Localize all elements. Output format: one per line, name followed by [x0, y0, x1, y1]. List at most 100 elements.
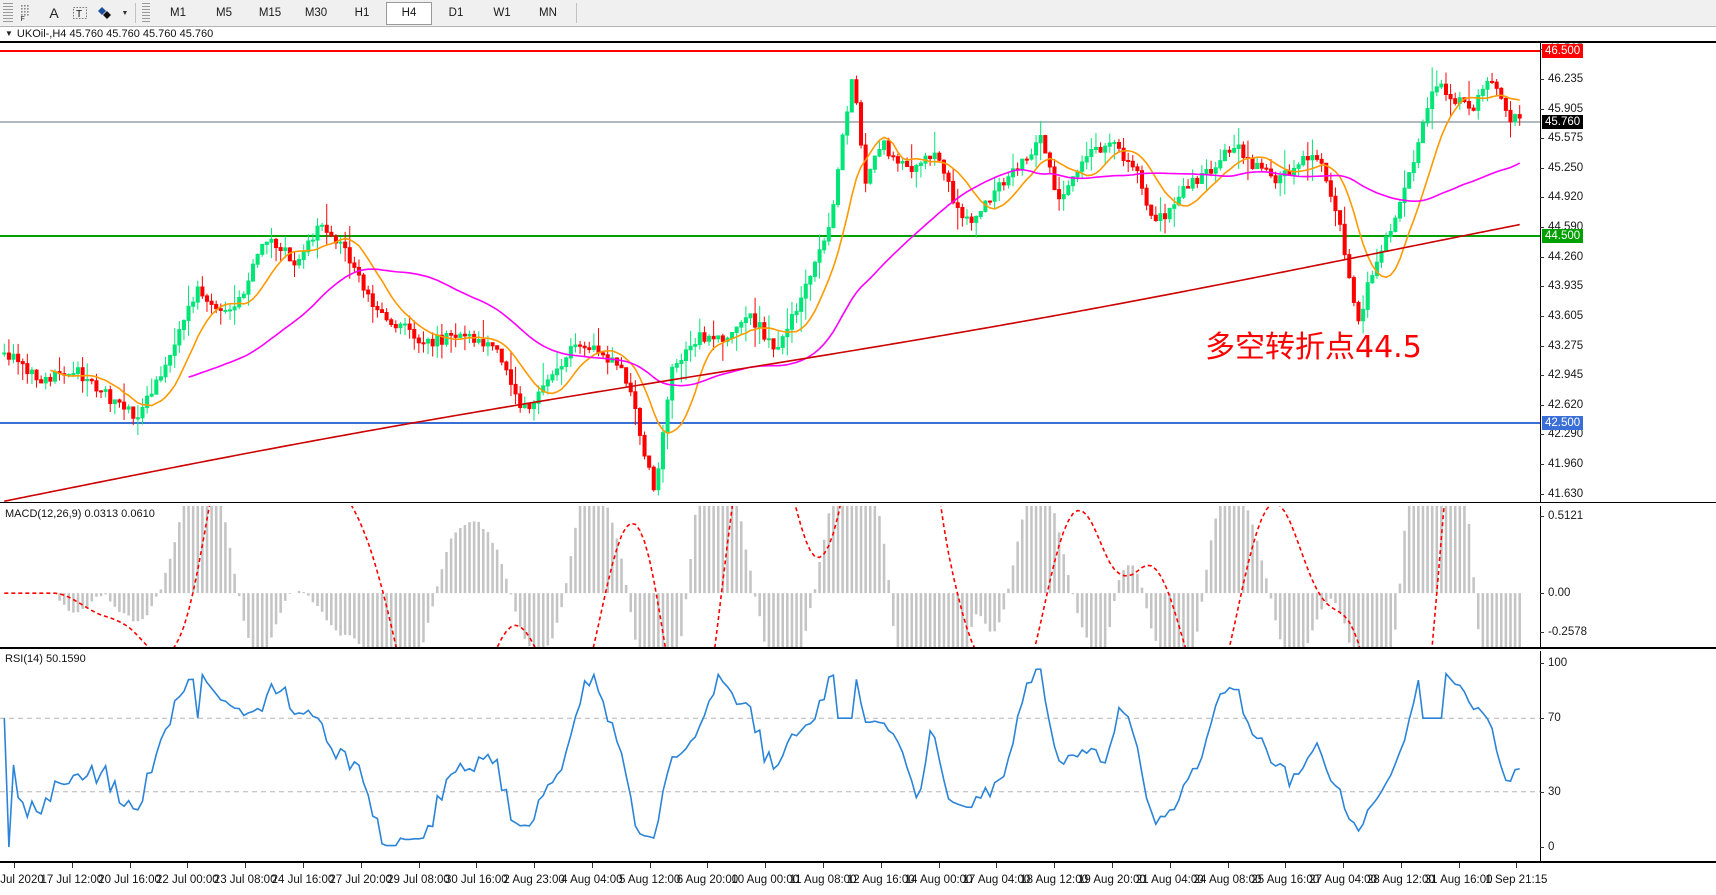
- time-tick: [14, 863, 15, 868]
- macd-tick: [1540, 632, 1544, 633]
- time-tick: [880, 863, 882, 868]
- price-tick: [1540, 197, 1544, 199]
- time-tick: [245, 863, 247, 868]
- timeframe-h1[interactable]: H1: [354, 7, 370, 19]
- panel-divider-1b: [0, 503, 1716, 504]
- chart-annotation-text[interactable]: 多空转折点44.5: [1205, 330, 1422, 365]
- rsi-tick: [1540, 791, 1544, 793]
- rsi-tick-label: 100: [1548, 657, 1568, 669]
- price-axis: 46.56546.23545.90545.57545.25044.92044.5…: [1540, 43, 1716, 502]
- timeframe-m30[interactable]: M30: [304, 7, 328, 19]
- timeframe-toolbar-drag-handle[interactable]: [142, 3, 150, 23]
- macd-tick: [1540, 593, 1544, 595]
- price-level-tag: 45.760: [1542, 115, 1584, 129]
- timeframe-m1[interactable]: M1: [170, 7, 186, 19]
- price-tick: [1540, 434, 1544, 436]
- time-tick: [1054, 863, 1056, 868]
- price-panel[interactable]: 46.56546.23545.90545.57545.25044.92044.5…: [0, 43, 1716, 502]
- time-tick-label: 24 Jul 16:00: [271, 874, 335, 886]
- price-tick-label: 43.605: [1548, 309, 1584, 322]
- symbol-bar: ▼ UKOil-,H4 45.760 45.760 45.760 45.760: [0, 27, 1716, 41]
- time-tick-label: 24 Aug 08:00: [1193, 874, 1262, 886]
- toolbar-separator: [135, 3, 136, 23]
- rsi-tick: [1540, 718, 1544, 720]
- time-tick-label: 18 Aug 12:00: [1020, 874, 1089, 886]
- timeframe-mn[interactable]: MN: [539, 7, 557, 19]
- rsi-axis-line: [1540, 651, 1541, 863]
- time-tick: [1111, 863, 1113, 868]
- timeframe-m15[interactable]: M15: [258, 7, 282, 19]
- macd-panel[interactable]: MACD(12,26,9) 0.0313 0.0610 0.5121 0.00 -0…: [0, 506, 1716, 647]
- price-level-tag: 42.500: [1542, 416, 1584, 430]
- time-tick-label: 16 Jul 2020: [0, 874, 44, 886]
- svg-text:T: T: [76, 9, 82, 20]
- rsi-panel[interactable]: RSI(14) 50.1590 100 70 30 0: [0, 651, 1716, 863]
- crosshair-f-icon[interactable]: F: [15, 2, 41, 24]
- svg-text:F: F: [21, 16, 25, 22]
- time-tick: [707, 863, 709, 868]
- symbol-ohlc-label: UKOil-,H4 45.760 45.760 45.760 45.760: [16, 28, 214, 40]
- macd-axis: 0.5121 0.00 -0.2578: [1540, 506, 1716, 647]
- text-box-icon[interactable]: T: [67, 2, 93, 24]
- toolbar-drag-handle[interactable]: [3, 3, 13, 23]
- time-tick-label: 27 Aug 04:00: [1309, 874, 1377, 886]
- time-tick-label: 4 Aug 04:00: [561, 874, 623, 886]
- chevron-down-icon[interactable]: ▼: [5, 29, 13, 38]
- time-tick: [765, 863, 767, 868]
- price-tick-label: 46.235: [1548, 72, 1584, 85]
- rsi-plot[interactable]: [0, 651, 1540, 863]
- price-tick: [1540, 108, 1544, 110]
- rsi-tick-label: 0: [1548, 841, 1555, 853]
- price-tick: [1540, 167, 1544, 169]
- time-tick-label: 17 Jul 12:00: [40, 874, 104, 886]
- time-tick: [1458, 863, 1460, 868]
- macd-plot[interactable]: [0, 506, 1540, 647]
- price-tick-label: 42.290: [1548, 428, 1584, 441]
- timeframe-d1[interactable]: D1: [448, 7, 464, 19]
- time-tick-label: 30 Jul 16:00: [444, 874, 508, 886]
- rsi-tick-label: 30: [1548, 785, 1561, 798]
- macd-tick-label: 0.00: [1548, 587, 1571, 600]
- time-tick-label: 23 Jul 08:00: [213, 874, 277, 886]
- price-tick: [1540, 315, 1544, 317]
- price-tick-label: 42.945: [1548, 369, 1584, 382]
- time-tick: [1169, 863, 1171, 868]
- macd-tick-label: -0.2578: [1548, 626, 1588, 638]
- price-tick: [1540, 494, 1544, 495]
- price-plot[interactable]: [0, 43, 1540, 502]
- time-tick-label: 14 Aug 00:00: [904, 874, 973, 886]
- time-tick: [534, 863, 536, 868]
- time-tick-label: 17 Aug 04:00: [962, 874, 1031, 886]
- time-tick-label: 31 Aug 16:00: [1424, 874, 1493, 886]
- price-tick: [1540, 138, 1544, 140]
- rsi-tick: [1540, 847, 1544, 848]
- panel-divider-2: [0, 647, 1716, 649]
- timeframe-m5[interactable]: M5: [216, 7, 232, 19]
- time-tick: [129, 863, 131, 868]
- timeframe-w1[interactable]: W1: [493, 7, 511, 19]
- time-tick: [1343, 863, 1345, 868]
- price-tick-label: 43.935: [1548, 280, 1584, 293]
- time-tick-label: 11 Aug 08:00: [789, 874, 857, 886]
- time-tick-label: 22 Jul 00:00: [156, 874, 219, 886]
- price-tick: [1540, 375, 1544, 377]
- macd-tick: [1540, 516, 1544, 517]
- objects-dropdown-caret-icon[interactable]: ▼: [121, 9, 129, 17]
- time-tick: [187, 863, 189, 868]
- price-tick-label: 44.920: [1548, 191, 1584, 204]
- macd-axis-line: [1540, 506, 1541, 647]
- macd-tick-label: 0.5121: [1548, 510, 1584, 522]
- timeframe-h4[interactable]: H4: [386, 1, 432, 25]
- time-tick-label: 21 Aug 04:00: [1135, 874, 1204, 886]
- time-tick: [1516, 863, 1518, 868]
- time-tick-label: 1 Sep 21:15: [1485, 874, 1548, 886]
- macd-indicator-label: MACD(12,26,9) 0.0313 0.0610: [5, 508, 155, 520]
- time-tick-label: 27 Jul 20:00: [329, 874, 393, 886]
- text-label-icon[interactable]: A: [49, 5, 59, 21]
- price-level-tag: 44.500: [1542, 229, 1584, 243]
- rsi-tick: [1540, 663, 1544, 664]
- price-tick-label: 45.575: [1548, 132, 1584, 145]
- objects-icon[interactable]: [93, 2, 119, 24]
